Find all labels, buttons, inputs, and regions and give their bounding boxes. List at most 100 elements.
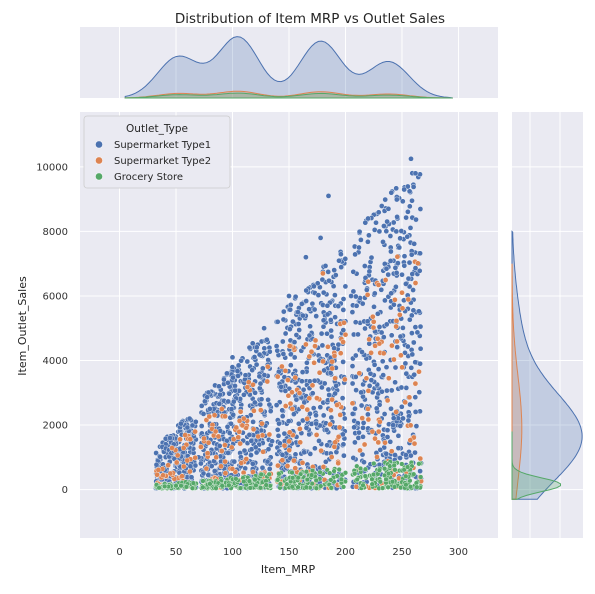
scatter-point bbox=[249, 367, 255, 373]
scatter-point bbox=[246, 478, 253, 484]
scatter-point bbox=[380, 334, 387, 340]
scatter-point bbox=[180, 463, 187, 470]
kde-x-grocery-store bbox=[124, 92, 453, 99]
scatter-point bbox=[373, 405, 380, 412]
scatter-point bbox=[322, 458, 329, 465]
scatter-point bbox=[264, 378, 271, 385]
scatter-point bbox=[173, 459, 180, 466]
scatter-point bbox=[229, 466, 236, 472]
scatter-point bbox=[371, 361, 378, 368]
marginal-y-panel bbox=[511, 112, 583, 538]
scatter-point bbox=[316, 369, 323, 376]
scatter-point bbox=[274, 318, 281, 325]
scatter-point bbox=[365, 387, 372, 394]
scatter-point bbox=[383, 476, 389, 483]
scatter-point bbox=[340, 327, 347, 333]
scatter-point bbox=[349, 411, 356, 417]
scatter-point bbox=[241, 447, 248, 454]
scatter-point bbox=[261, 372, 268, 378]
scatter-point bbox=[340, 307, 347, 313]
scatter-point bbox=[284, 481, 290, 487]
y-tick-label: 0 bbox=[62, 485, 68, 496]
scatter-point bbox=[403, 385, 410, 391]
scatter-point bbox=[186, 415, 193, 422]
scatter-point bbox=[416, 389, 423, 396]
scatter-point bbox=[392, 379, 398, 386]
scatter-point bbox=[279, 457, 286, 464]
scatter-point bbox=[312, 343, 318, 349]
y-axis-label: Item_Outlet_Sales bbox=[16, 276, 29, 376]
scatter-point bbox=[287, 326, 293, 332]
scatter-point bbox=[401, 467, 407, 473]
scatter-point bbox=[384, 434, 391, 440]
scatter-point bbox=[350, 268, 357, 275]
scatter-point bbox=[252, 477, 258, 483]
x-tick-label: 300 bbox=[449, 547, 468, 558]
x-tick-label: 100 bbox=[223, 547, 242, 558]
scatter-point bbox=[412, 380, 419, 387]
scatter-point bbox=[389, 479, 396, 485]
scatter-point bbox=[331, 352, 338, 359]
scatter-point bbox=[182, 432, 188, 438]
scatter-point bbox=[368, 254, 375, 261]
scatter-point bbox=[391, 356, 397, 363]
scatter-point bbox=[292, 465, 299, 472]
scatter-point bbox=[371, 460, 377, 467]
scatter-point bbox=[391, 301, 397, 308]
scatter-point bbox=[156, 485, 162, 491]
scatter-point bbox=[192, 454, 198, 461]
scatter-point bbox=[360, 420, 367, 426]
scatter-point bbox=[403, 452, 409, 458]
scatter-point bbox=[306, 332, 313, 339]
scatter-point bbox=[414, 329, 421, 336]
scatter-point bbox=[418, 474, 424, 480]
scatter-point bbox=[286, 343, 293, 349]
scatter-point bbox=[287, 306, 294, 313]
scatter-point bbox=[315, 292, 322, 298]
scatter-point bbox=[198, 423, 205, 429]
scatter-point bbox=[348, 293, 354, 299]
scatter-point bbox=[359, 415, 366, 421]
scatter-point bbox=[403, 281, 409, 287]
scatter-point bbox=[317, 235, 324, 241]
scatter-point bbox=[280, 316, 287, 323]
scatter-point bbox=[400, 415, 406, 422]
scatter-point bbox=[273, 402, 280, 408]
scatter-point bbox=[393, 185, 400, 192]
scatter-point bbox=[328, 477, 334, 483]
scatter-point bbox=[399, 271, 405, 278]
scatter-point bbox=[274, 426, 281, 433]
scatter-point bbox=[416, 267, 423, 274]
scatter-point bbox=[416, 308, 422, 315]
scatter-point bbox=[301, 449, 308, 456]
scatter-point bbox=[332, 439, 339, 446]
scatter-point bbox=[204, 394, 210, 401]
scatter-point bbox=[299, 378, 305, 385]
scatter-point bbox=[336, 424, 343, 431]
scatter-point bbox=[211, 412, 218, 419]
scatter-point bbox=[192, 428, 198, 435]
scatter-point bbox=[282, 330, 289, 337]
scatter-point bbox=[327, 317, 334, 323]
scatter-point bbox=[198, 444, 204, 450]
scatter-point bbox=[279, 363, 285, 370]
scatter-point bbox=[289, 470, 295, 476]
scatter-point bbox=[388, 448, 395, 455]
scatter-point bbox=[376, 340, 383, 347]
scatter-point bbox=[400, 325, 406, 331]
scatter-point bbox=[342, 376, 348, 383]
kde-x-supermarket-type2 bbox=[124, 90, 453, 99]
scatter-point bbox=[207, 406, 213, 412]
scatter-point bbox=[405, 275, 412, 282]
scatter-point bbox=[339, 395, 346, 401]
x-tick-label: 0 bbox=[116, 547, 122, 558]
scatter-point bbox=[403, 370, 410, 377]
scatter-point bbox=[417, 171, 423, 178]
scatter-point bbox=[208, 463, 215, 469]
scatter-point bbox=[370, 324, 377, 331]
scatter-point bbox=[376, 324, 383, 330]
scatter-point bbox=[408, 155, 414, 162]
scatter-point bbox=[212, 428, 219, 435]
scatter-point bbox=[340, 441, 347, 448]
scatter-point bbox=[306, 395, 313, 402]
